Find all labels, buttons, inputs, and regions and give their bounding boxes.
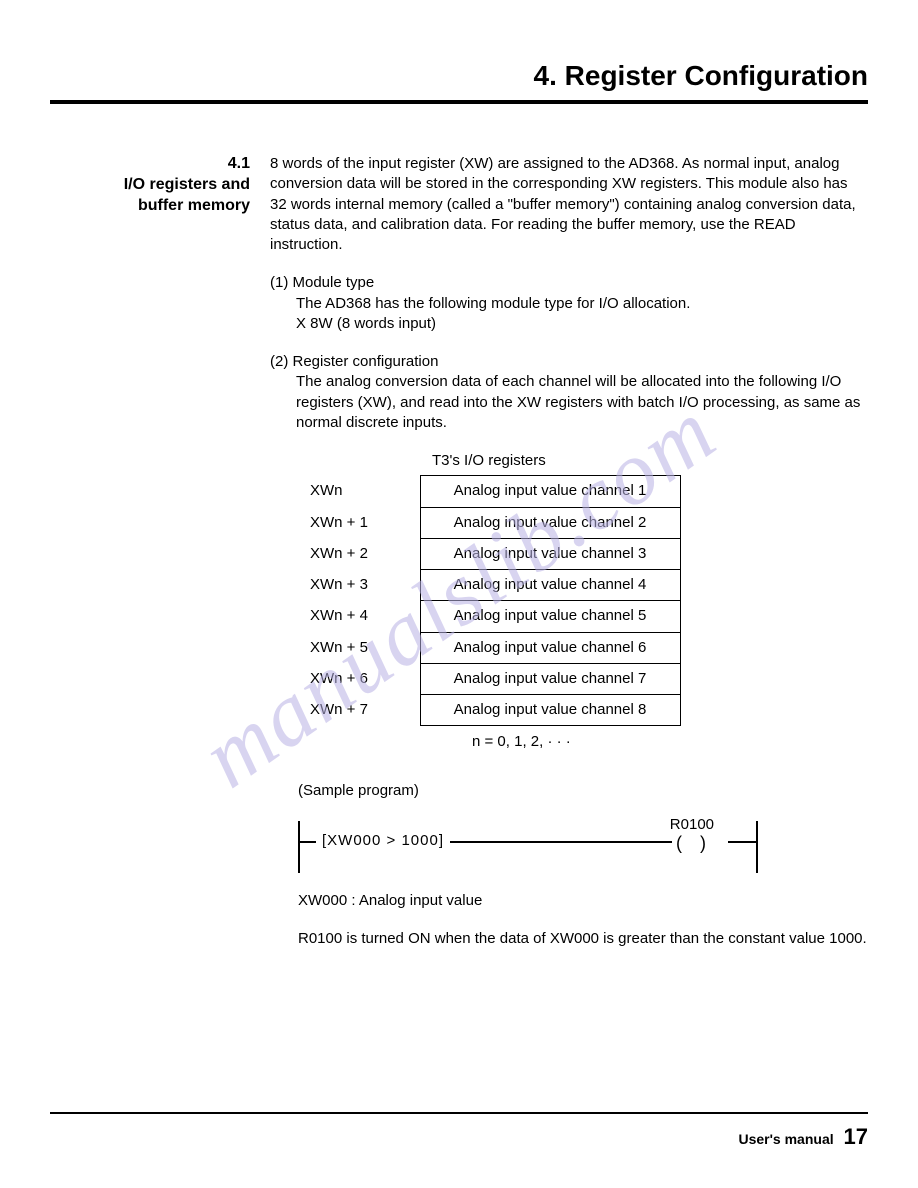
table-row: XWn + 7Analog input value channel 8 [310, 695, 680, 726]
section-title-line1: I/O registers and [50, 175, 250, 196]
ladder-compare-box: [XW000 > 1000] [316, 831, 450, 851]
section-heading: 4.1 I/O registers and buffer memory [50, 154, 250, 963]
reg-value: Analog input value channel 7 [420, 663, 680, 694]
page-footer: User's manual 17 [50, 1112, 868, 1150]
reg-value: Analog input value channel 2 [420, 507, 680, 538]
ladder-right-rail [756, 821, 758, 873]
footer-page-number: 17 [844, 1124, 868, 1149]
item1-line1: The AD368 has the following module type … [270, 294, 868, 314]
sample-note-r: R0100 is turned ON when the data of XW00… [298, 929, 868, 949]
item2-body: The analog conversion data of each chann… [270, 372, 868, 433]
reg-value: Analog input value channel 1 [420, 476, 680, 507]
register-table-title: T3's I/O registers [432, 451, 868, 471]
reg-value: Analog input value channel 4 [420, 570, 680, 601]
reg-value: Analog input value channel 8 [420, 695, 680, 726]
item2-head: (2) Register configuration [270, 352, 868, 372]
reg-value: Analog input value channel 6 [420, 632, 680, 663]
item2: (2) Register configuration The analog co… [270, 352, 868, 433]
ladder-diagram: [XW000 > 1000] R0100 () [298, 813, 758, 873]
register-table-note: n = 0, 1, 2, · · · [472, 732, 868, 752]
table-row: XWn + 4Analog input value channel 5 [310, 601, 680, 632]
register-table-block: T3's I/O registers XWnAnalog input value… [310, 451, 868, 753]
table-row: XWn + 5Analog input value channel 6 [310, 632, 680, 663]
sample-note-xw: XW000 : Analog input value [298, 891, 868, 911]
table-row: XWn + 1Analog input value channel 2 [310, 507, 680, 538]
item1: (1) Module type The AD368 has the follow… [270, 273, 868, 334]
content-row: 4.1 I/O registers and buffer memory 8 wo… [50, 154, 868, 963]
reg-label: XWn [310, 476, 420, 507]
section-number: 4.1 [50, 154, 250, 175]
table-row: XWn + 2Analog input value channel 3 [310, 538, 680, 569]
chapter-title: 4. Register Configuration [50, 60, 868, 104]
table-row: XWn + 6Analog input value channel 7 [310, 663, 680, 694]
intro-paragraph: 8 words of the input register (XW) are a… [270, 154, 868, 255]
reg-value: Analog input value channel 5 [420, 601, 680, 632]
footer-label: User's manual [738, 1131, 833, 1147]
ladder-left-rail [298, 821, 300, 873]
ladder-coil-symbol: () [672, 831, 728, 855]
reg-label: XWn + 3 [310, 570, 420, 601]
reg-label: XWn + 6 [310, 663, 420, 694]
body-column: 8 words of the input register (XW) are a… [270, 154, 868, 963]
table-row: XWnAnalog input value channel 1 [310, 476, 680, 507]
section-title-line2: buffer memory [50, 196, 250, 217]
table-row: XWn + 3Analog input value channel 4 [310, 570, 680, 601]
reg-label: XWn + 5 [310, 632, 420, 663]
reg-label: XWn + 4 [310, 601, 420, 632]
item1-head: (1) Module type [270, 273, 868, 293]
register-table: XWnAnalog input value channel 1 XWn + 1A… [310, 475, 681, 726]
reg-label: XWn + 7 [310, 695, 420, 726]
sample-program-title: (Sample program) [298, 781, 868, 801]
item1-line2: X 8W (8 words input) [270, 314, 868, 334]
reg-label: XWn + 1 [310, 507, 420, 538]
reg-label: XWn + 2 [310, 538, 420, 569]
reg-value: Analog input value channel 3 [420, 538, 680, 569]
